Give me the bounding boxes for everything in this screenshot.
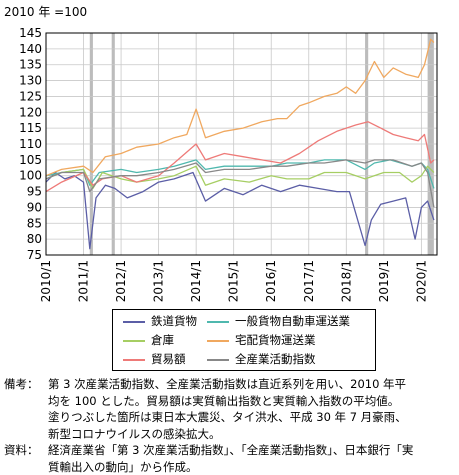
x-tick-label: 2018/1 <box>339 260 353 302</box>
legend-swatch-warehouse <box>123 339 145 342</box>
y-tick-label: 95 <box>27 185 42 199</box>
series-line <box>45 165 435 190</box>
source-line: 質輸出入の動向」から作成。 <box>48 459 198 474</box>
series-lines <box>45 38 435 250</box>
y-tick-label: 130 <box>19 74 42 88</box>
remarks-text: 第 3 次産業活動指数、全産業活動指数は直近系列を用い、2010 年平 均を 1… <box>48 376 456 442</box>
y-tick-label: 145 <box>19 26 42 40</box>
x-tick-label: 2019/1 <box>377 260 391 302</box>
y-tick-label: 85 <box>27 216 42 230</box>
legend-label-warehouse: 倉庫 <box>151 333 174 347</box>
y-tick-label: 140 <box>19 42 42 56</box>
remarks-line: 均を 100 とした。貿易額は実質輸出指数と実質輸入指数の平均値。 <box>48 393 400 408</box>
y-tick-label: 120 <box>19 105 42 119</box>
legend-item-general-trucking: 一般貨物自動車運送業 <box>207 312 350 330</box>
x-tick-label: 2015/1 <box>227 260 241 302</box>
legend-label-all-industry: 全産業活動指数 <box>235 352 316 366</box>
y-tick-label: 100 <box>19 169 42 183</box>
y-axis-unit-label: 2010 年 =100 <box>4 5 87 19</box>
y-tick-label: 90 <box>27 200 42 214</box>
x-tick-label: 2013/1 <box>152 260 166 302</box>
legend-swatch-trade-value <box>123 358 145 361</box>
series-line <box>45 38 435 177</box>
remarks-note: 備考： 第 3 次産業活動指数、全産業活動指数は直近系列を用い、2010 年平 … <box>4 376 456 442</box>
x-tick-label: 2012/1 <box>114 260 128 302</box>
y-tick-label: 115 <box>19 121 42 135</box>
y-tick-label: 75 <box>27 248 42 262</box>
legend-swatch-general-trucking <box>207 320 229 323</box>
x-tick-label: 2017/1 <box>302 260 316 302</box>
remarks-line: 塗りつぶした箇所は東日本大震災、タイ洪水、平成 30 年 7 月豪雨、 <box>48 410 407 424</box>
legend-item-all-industry: 全産業活動指数 <box>207 350 316 368</box>
legend-label-parcel-delivery: 宅配貨物運送業 <box>235 333 316 347</box>
x-tick-label: 2014/1 <box>189 260 203 302</box>
series-line <box>45 171 435 250</box>
x-tick-label: 2010/1 <box>39 260 53 302</box>
x-tick-label: 2020/1 <box>414 260 428 302</box>
legend-item-warehouse: 倉庫 <box>123 331 174 349</box>
x-tick-label: 2011/1 <box>77 260 91 302</box>
legend-item-trade-value: 貿易額 <box>123 350 186 368</box>
source-text: 経済産業省「第 3 次産業活動指数」、「全産業活動指数」、日本銀行「実 質輸出入… <box>48 442 456 475</box>
series-line <box>45 159 435 208</box>
legend-swatch-parcel-delivery <box>207 339 229 342</box>
y-tick-label: 135 <box>19 58 42 72</box>
source-line: 経済産業省「第 3 次産業活動指数」、「全産業活動指数」、日本銀行「実 <box>48 443 414 457</box>
source-heading: 資料： <box>4 443 39 457</box>
series-line <box>45 159 435 189</box>
chart-notes: 備考： 第 3 次産業活動指数、全産業活動指数は直近系列を用い、2010 年平 … <box>4 376 456 475</box>
x-axis-ticks: 2010/1 2011/1 2012/1 2013/1 2014/1 2015/1 2016… <box>39 260 428 302</box>
x-tick-label: 2016/1 <box>264 260 278 302</box>
legend-swatch-rail-freight <box>123 320 145 323</box>
y-tick-label: 125 <box>19 89 42 103</box>
gridlines <box>45 32 437 256</box>
legend-item-parcel-delivery: 宅配貨物運送業 <box>207 331 316 349</box>
remarks-heading: 備考： <box>4 377 39 391</box>
source-note: 資料： 経済産業省「第 3 次産業活動指数」、「全産業活動指数」、日本銀行「実 … <box>4 442 456 475</box>
legend-swatch-all-industry <box>207 358 229 361</box>
y-tick-label: 105 <box>19 153 42 167</box>
remarks-line: 第 3 次産業活動指数、全産業活動指数は直近系列を用い、2010 年平 <box>48 377 407 391</box>
legend-item-rail-freight: 鉄道貨物 <box>123 312 197 330</box>
legend: 鉄道貨物 一般貨物自動車運送業 倉庫 宅配貨物運送業 貿易額 全産業活動指数 <box>112 309 376 371</box>
legend-label-general-trucking: 一般貨物自動車運送業 <box>235 314 350 328</box>
y-tick-label: 110 <box>19 137 42 151</box>
y-tick-label: 80 <box>27 232 42 246</box>
plot-frame <box>45 32 438 256</box>
legend-label-trade-value: 貿易額 <box>151 352 186 366</box>
legend-label-rail-freight: 鉄道貨物 <box>151 314 197 328</box>
remarks-line: 新型コロナウイルスの感染拡大。 <box>48 426 221 441</box>
